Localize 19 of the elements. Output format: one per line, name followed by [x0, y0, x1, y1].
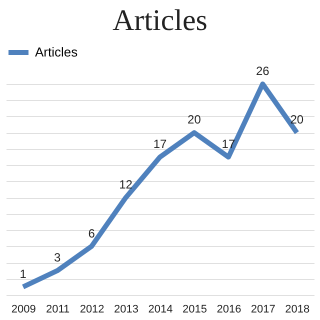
data-label: 3 [54, 250, 61, 265]
x-tick-label: 2012 [80, 304, 104, 316]
data-label: 20 [188, 112, 202, 127]
x-tick-label: 2014 [148, 304, 173, 316]
chart-title: Articles [112, 4, 208, 37]
x-tick-label: 2011 [46, 304, 70, 316]
x-tick-label: 2013 [114, 304, 139, 316]
legend-label: Articles [35, 44, 78, 60]
data-label: 6 [88, 226, 96, 240]
data-label: 26 [256, 64, 270, 78]
x-tick-label: 2016 [216, 304, 242, 316]
data-label: 1 [20, 266, 27, 281]
data-label: 20 [290, 112, 304, 127]
data-label: 12 [119, 178, 133, 192]
x-tick-label: 2015 [182, 304, 207, 316]
x-tick-label: 2017 [250, 304, 276, 316]
data-label: 17 [153, 137, 167, 152]
x-tick-label: 2009 [11, 304, 36, 316]
x-tick-label: 2018 [285, 304, 310, 316]
